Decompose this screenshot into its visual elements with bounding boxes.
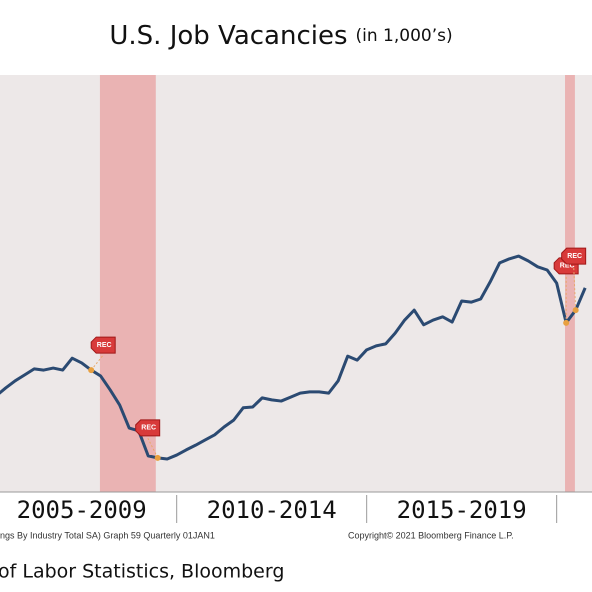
plot: REC REC REC REC: [0, 247, 587, 461]
chart-title: U.S. Job Vacancies (in 1,000’s): [109, 21, 452, 51]
annotation-point: [88, 367, 95, 374]
x-period-label: 2005-2009: [17, 496, 147, 524]
x-period-label: 2010-2014: [207, 496, 337, 524]
annotation-point: [154, 454, 161, 461]
annotation-tag: [90, 336, 116, 354]
source: of Labor Statistics, Bloomberg: [0, 561, 284, 583]
annotation-label: REC: [567, 253, 582, 260]
annotation-label: REC: [141, 425, 156, 432]
recession-band: [565, 75, 575, 492]
title: U.S. Job Vacancies: [109, 21, 347, 51]
annotation-label: REC: [560, 263, 575, 270]
annotation-tag: [135, 419, 161, 437]
data-line: [0, 254, 587, 461]
annotation-point: [563, 319, 570, 326]
annotation-leader: [90, 354, 104, 371]
footnote: ings By Industry Total SA) Graph 59 Quar…: [0, 530, 215, 540]
copyright: Copyright© 2021 Bloomberg Finance L.P.: [348, 530, 514, 540]
plot-area: [0, 75, 592, 492]
x-period-label: 2015-2019: [397, 496, 527, 524]
x-axis: 2005-2009 2010-2014 2015-2019: [17, 495, 558, 524]
annotation-point: [572, 307, 579, 314]
annotation-leader: [573, 266, 577, 311]
annotation-tag: [561, 247, 587, 265]
subtitle: (in 1,000’s): [356, 26, 453, 46]
annotation-label: REC: [97, 342, 112, 349]
